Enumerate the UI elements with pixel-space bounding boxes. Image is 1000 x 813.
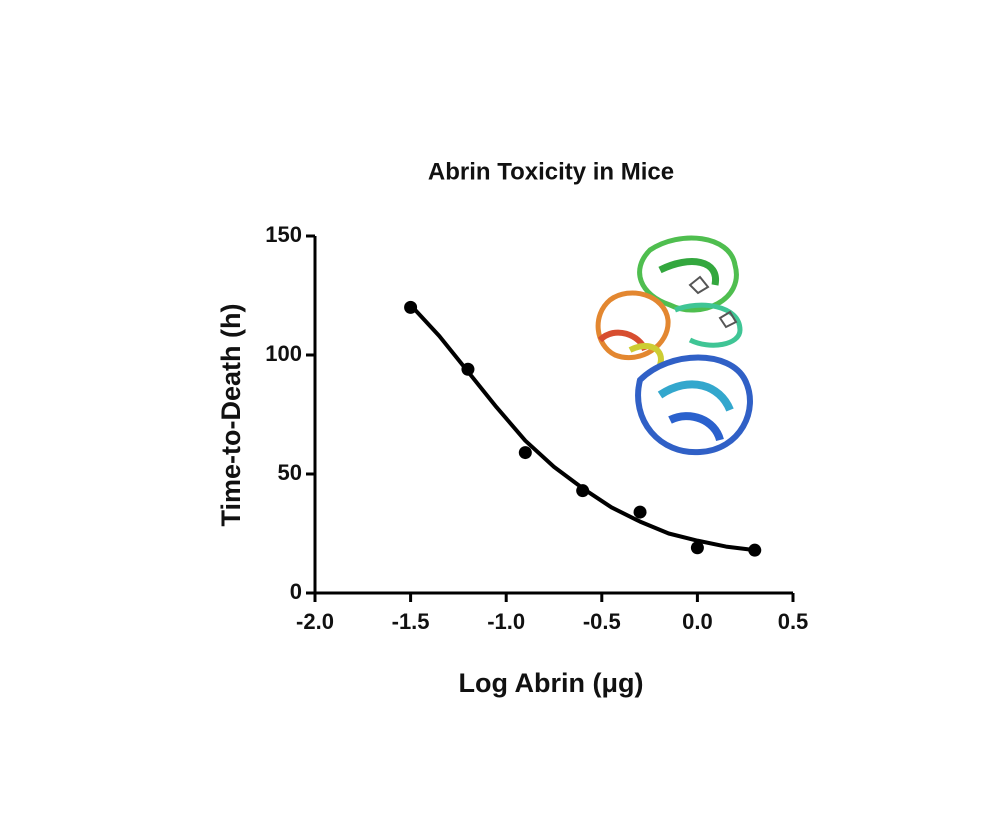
x-tick-label: 0.5 (778, 609, 809, 634)
y-tick-label: 150 (265, 222, 302, 247)
y-axis-label: Time-to-Death (h) (216, 304, 246, 527)
x-tick-label: -1.5 (392, 609, 430, 634)
data-point (576, 484, 590, 498)
data-point (690, 541, 704, 555)
data-point (748, 543, 762, 557)
x-tick-label: 0.0 (682, 609, 713, 634)
x-axis-label: Log Abrin (μg) (459, 668, 644, 698)
data-point (633, 505, 647, 519)
y-tick-label: 100 (265, 341, 302, 366)
x-tick-label: -2.0 (296, 609, 334, 634)
y-tick-label: 0 (290, 579, 302, 604)
x-tick-label: -0.5 (583, 609, 621, 634)
fit-curve (409, 303, 756, 553)
x-tick-label: -1.0 (487, 609, 525, 634)
y-tick-label: 50 (278, 460, 302, 485)
data-point (404, 300, 418, 314)
data-point (518, 446, 532, 460)
data-point (461, 362, 475, 376)
chart-title: Abrin Toxicity in Mice (428, 158, 674, 185)
protein-illustration (595, 235, 753, 456)
